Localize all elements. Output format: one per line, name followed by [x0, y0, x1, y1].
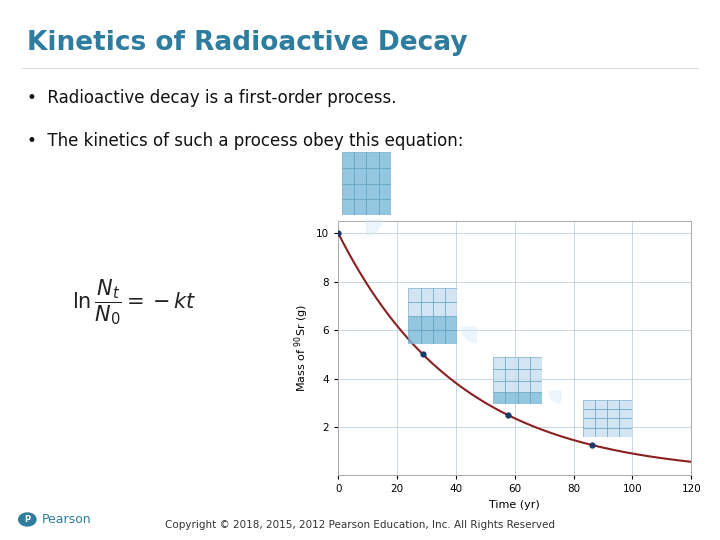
- Bar: [619, 418, 631, 428]
- Bar: [530, 381, 542, 393]
- Bar: [445, 288, 457, 302]
- Bar: [354, 152, 366, 168]
- Bar: [619, 409, 631, 419]
- Bar: [505, 369, 518, 381]
- Bar: [366, 152, 379, 168]
- Text: Kinetics of Radioactive Decay: Kinetics of Radioactive Decay: [27, 30, 468, 56]
- Bar: [582, 409, 595, 419]
- Bar: [607, 428, 619, 437]
- Bar: [354, 199, 366, 214]
- Bar: [530, 393, 542, 404]
- Bar: [433, 288, 445, 302]
- Bar: [493, 381, 505, 393]
- Wedge shape: [549, 390, 562, 404]
- Bar: [619, 400, 631, 409]
- Bar: [505, 381, 518, 393]
- Bar: [342, 184, 354, 199]
- Text: P: P: [24, 515, 30, 524]
- Bar: [595, 409, 607, 419]
- Bar: [505, 357, 518, 369]
- Bar: [518, 357, 530, 369]
- Bar: [530, 357, 542, 369]
- Bar: [408, 288, 420, 302]
- Bar: [505, 393, 518, 404]
- Bar: [493, 369, 505, 381]
- Bar: [379, 152, 391, 168]
- Bar: [582, 418, 595, 428]
- Circle shape: [19, 513, 36, 526]
- Bar: [445, 302, 457, 315]
- Bar: [408, 302, 420, 315]
- Bar: [379, 199, 391, 214]
- Bar: [408, 315, 420, 329]
- Y-axis label: Mass of $^{90}$Sr (g): Mass of $^{90}$Sr (g): [292, 304, 311, 393]
- Bar: [518, 369, 530, 381]
- Bar: [607, 400, 619, 409]
- Bar: [595, 400, 607, 409]
- Bar: [493, 357, 505, 369]
- Bar: [354, 184, 366, 199]
- Bar: [433, 329, 445, 343]
- Bar: [582, 400, 595, 409]
- Bar: [518, 381, 530, 393]
- Bar: [342, 168, 354, 184]
- Wedge shape: [460, 327, 477, 343]
- Bar: [445, 315, 457, 329]
- Bar: [366, 199, 379, 214]
- Bar: [420, 288, 433, 302]
- Bar: [518, 393, 530, 404]
- Bar: [420, 315, 433, 329]
- Bar: [433, 315, 445, 329]
- Bar: [595, 418, 607, 428]
- Bar: [530, 369, 542, 381]
- Bar: [433, 302, 445, 315]
- Bar: [420, 302, 433, 315]
- Bar: [445, 329, 457, 343]
- Text: Copyright © 2018, 2015, 2012 Pearson Education, Inc. All Rights Reserved: Copyright © 2018, 2015, 2012 Pearson Edu…: [165, 520, 555, 530]
- Bar: [408, 329, 420, 343]
- Text: •  Radioactive decay is a first-order process.: • Radioactive decay is a first-order pro…: [27, 89, 397, 107]
- Text: $\mathrm{ln}\,\dfrac{N_t}{N_0} = -kt$: $\mathrm{ln}\,\dfrac{N_t}{N_0} = -kt$: [72, 278, 197, 327]
- Bar: [354, 168, 366, 184]
- Bar: [342, 199, 354, 214]
- Wedge shape: [366, 219, 383, 236]
- Text: Pearson: Pearson: [42, 513, 91, 526]
- Bar: [342, 152, 354, 168]
- Bar: [379, 184, 391, 199]
- Bar: [420, 329, 433, 343]
- Bar: [607, 409, 619, 419]
- Bar: [366, 184, 379, 199]
- Text: •  The kinetics of such a process obey this equation:: • The kinetics of such a process obey th…: [27, 132, 464, 150]
- Bar: [493, 393, 505, 404]
- X-axis label: Time (yr): Time (yr): [490, 500, 540, 510]
- Bar: [595, 428, 607, 437]
- Bar: [582, 428, 595, 437]
- Bar: [379, 168, 391, 184]
- Bar: [619, 428, 631, 437]
- Bar: [607, 418, 619, 428]
- Bar: [366, 168, 379, 184]
